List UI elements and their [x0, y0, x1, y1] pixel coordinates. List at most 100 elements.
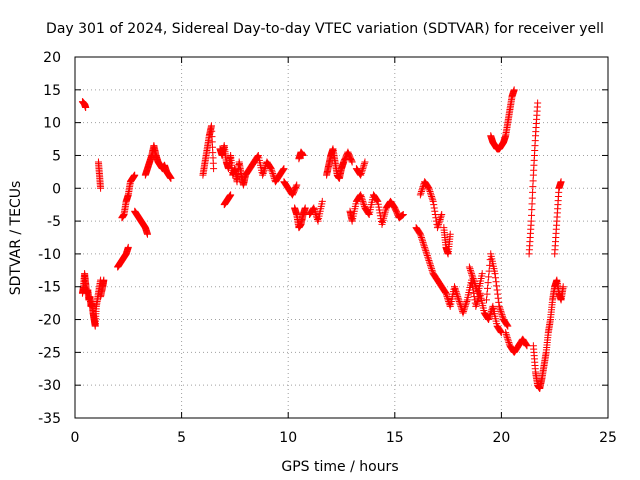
data-point-marker [469, 275, 477, 283]
data-point-marker [510, 86, 518, 94]
data-point-marker [523, 342, 531, 350]
data-point-marker [467, 268, 475, 276]
data-point-marker [426, 188, 434, 196]
data-point-marker [453, 291, 461, 299]
data-point-marker [399, 211, 407, 219]
data-point-marker [470, 278, 478, 286]
data-point-marker [434, 222, 442, 230]
data-point-marker [424, 253, 432, 261]
data-point-marker [534, 99, 542, 107]
data-point-marker [260, 168, 268, 176]
data-point-marker [452, 286, 460, 294]
data-point-marker [417, 232, 425, 240]
data-point-marker [359, 199, 367, 207]
data-point-marker [424, 183, 432, 191]
data-point-marker [293, 181, 301, 189]
data-point-marker [495, 298, 503, 306]
data-point-marker [557, 178, 565, 186]
data-point-marker [437, 212, 445, 220]
x-tick-label: 15 [386, 430, 404, 446]
data-point-marker [269, 170, 277, 178]
data-point-marker [473, 297, 481, 305]
data-point-marker [360, 161, 368, 169]
data-point-marker [482, 296, 490, 304]
data-point-marker [491, 270, 499, 278]
data-point-marker [504, 337, 512, 345]
data-point-marker [167, 174, 175, 182]
data-point-marker [430, 204, 438, 212]
data-point-marker [419, 238, 427, 246]
data-point-marker [375, 203, 383, 211]
chart-title: Day 301 of 2024, Sidereal Day-to-day VTE… [46, 21, 604, 37]
data-point-marker [454, 294, 462, 302]
data-point-marker [417, 188, 425, 196]
axes: 0 5 10 15 20 25 -35 -30 -25 -20 -15 -10 -5 0 5 10 15 20 [38, 50, 617, 446]
data-point-marker [497, 328, 505, 336]
data-point-marker [376, 209, 384, 217]
data-point-marker [425, 184, 433, 192]
data-point-marker [374, 200, 382, 208]
data-point-marker [124, 243, 132, 251]
data-point-marker [455, 296, 463, 304]
data-point-marker [444, 294, 452, 302]
data-point-marker [357, 192, 365, 200]
data-point-marker [438, 211, 446, 219]
data-point-marker [419, 184, 427, 192]
data-point-marker [426, 260, 434, 268]
data-point-marker [268, 168, 276, 176]
data-point-marker [559, 283, 567, 291]
data-point-marker [429, 197, 437, 205]
data-point-marker [425, 258, 433, 266]
data-point-marker [428, 266, 436, 274]
data-point-marker [444, 296, 452, 304]
data-point-marker [311, 209, 319, 217]
data-point-marker [418, 186, 426, 194]
data-point-marker [131, 171, 139, 179]
data-point-marker [459, 309, 467, 317]
data-point-marker [422, 247, 430, 255]
data-point-marker [417, 189, 425, 197]
data-point-marker [470, 276, 478, 284]
data-point-marker [358, 166, 366, 174]
data-point-marker [494, 290, 502, 298]
data-point-marker [485, 314, 493, 322]
data-point-marker [143, 230, 151, 238]
data-point-marker [502, 330, 510, 338]
y-tick-label: 15 [43, 83, 61, 99]
data-point-marker [494, 294, 502, 302]
data-point-marker [522, 341, 530, 349]
data-point-marker [462, 299, 470, 307]
data-point-marker [427, 263, 435, 271]
data-point-marker [468, 271, 476, 279]
data-point-marker [359, 163, 367, 171]
data-point-marker [358, 196, 366, 204]
data-point-marker [454, 293, 462, 301]
grid-lines [75, 57, 608, 418]
data-point-marker [492, 278, 500, 286]
data-point-marker [374, 197, 382, 205]
data-point-marker [466, 266, 474, 274]
data-point-marker [373, 196, 381, 204]
data-point-marker [486, 261, 494, 269]
data-point-marker [259, 171, 267, 179]
data-point-marker [485, 273, 493, 281]
data-point-marker [318, 197, 326, 205]
data-point-marker [359, 165, 367, 173]
data-point-marker [496, 327, 504, 335]
data-point-marker [472, 302, 480, 310]
data-point-marker [358, 194, 366, 202]
data-point-marker [487, 309, 495, 317]
data-point-marker [418, 235, 426, 243]
data-point-marker [373, 197, 381, 205]
data-point-marker [420, 240, 428, 248]
plot-frame [74, 56, 609, 419]
data-point-marker [436, 217, 444, 225]
data-point-marker [314, 215, 322, 223]
data-point-marker [473, 288, 481, 296]
data-point-marker [437, 214, 445, 222]
data-point-marker [465, 263, 473, 271]
data-point-marker [268, 166, 276, 174]
data-point-marker [496, 306, 504, 314]
x-tick-label: 25 [599, 430, 617, 446]
data-point-marker [451, 284, 459, 292]
